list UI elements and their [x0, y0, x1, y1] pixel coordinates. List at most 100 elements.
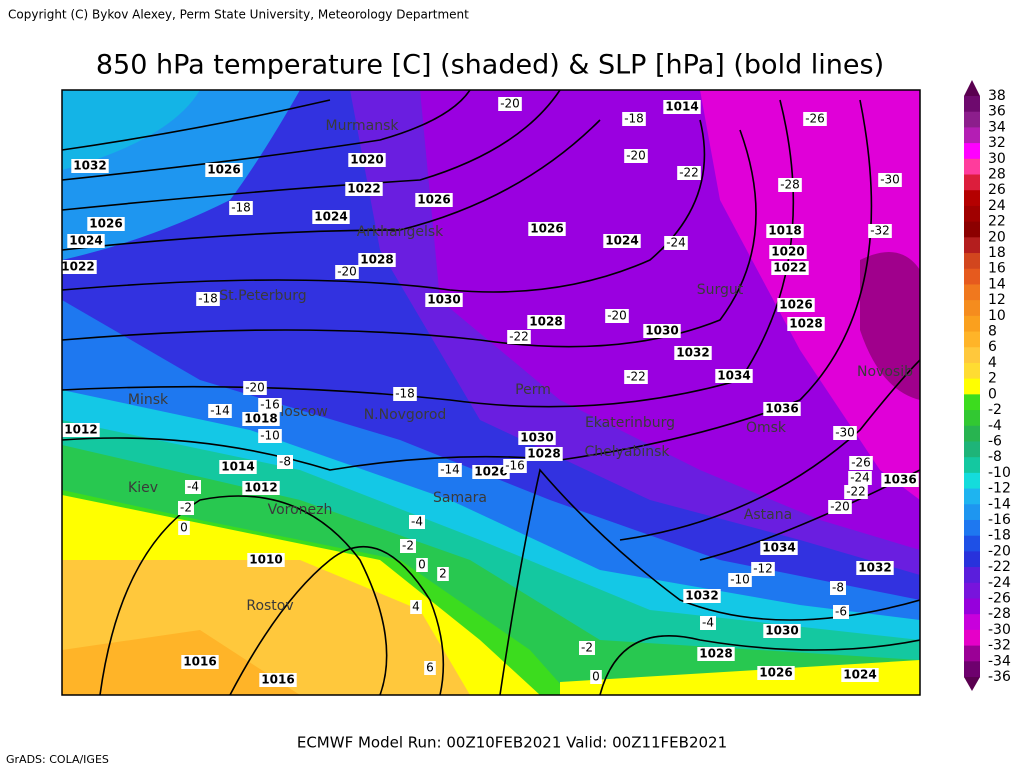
colorbar-label: -4 [988, 418, 1002, 434]
city-label: Ekaterinburg [585, 415, 675, 431]
temperature-label-box [438, 463, 462, 477]
colorbar-swatch [964, 331, 980, 348]
temperature-label-box [258, 398, 282, 412]
temperature-label-text: -18 [624, 112, 644, 126]
isobar-label-text: 1032 [685, 589, 718, 603]
isobar-line [62, 119, 706, 293]
temperature-label-box [700, 616, 716, 630]
colorbar-label: 8 [988, 324, 997, 340]
temperature-label: -16 [503, 459, 527, 473]
temperature-label-text: -18 [231, 201, 251, 215]
copyright: Copyright (C) Bykov Alexey, Perm State U… [8, 8, 469, 22]
isobar-label-text: 1032 [676, 346, 709, 360]
isobar-label: 1026 [528, 222, 566, 236]
isobar-label-text: 1030 [520, 431, 553, 445]
isobar-label-box [763, 402, 801, 416]
isobar-label-text: 1018 [244, 412, 277, 426]
isobar-label-box [71, 159, 109, 173]
temperature-label-box [393, 387, 417, 401]
colorbar-swatch [964, 253, 980, 270]
isobar-label: 1028 [787, 317, 825, 331]
isobar-label-text: 1026 [530, 222, 563, 236]
colorbar-label: -14 [988, 496, 1011, 512]
colorbar-label: 18 [988, 245, 1006, 261]
isobar-label-box [683, 589, 721, 603]
temperature-label-text: -4 [187, 480, 199, 494]
temperature-label-text: -2 [180, 501, 192, 515]
temperature-label: -18 [229, 201, 253, 215]
temperature-label-box [728, 573, 752, 587]
temperature-label: -12 [751, 562, 775, 576]
temperature-label-box [803, 112, 827, 126]
isobar-label-box [205, 163, 243, 177]
colorbar-label: 4 [988, 355, 997, 371]
temperature-label-text: -14 [440, 463, 460, 477]
isobar-label-text: 1024 [314, 210, 347, 224]
colorbar-label: 28 [988, 167, 1006, 183]
temperature-label-text: -18 [395, 387, 415, 401]
temperature-label: -2 [579, 641, 595, 655]
colorbar-label: 16 [988, 261, 1006, 277]
colorbar-swatch [964, 425, 980, 442]
isobar-label-box [881, 473, 919, 487]
city-label: Perm [515, 382, 551, 398]
temperature-label-text: -14 [210, 404, 230, 418]
temperature-label-text: 4 [412, 600, 420, 614]
isobar-label-text: 1028 [789, 317, 822, 331]
temperature-label: -2 [178, 501, 194, 515]
isobar-label-text: 1024 [69, 234, 102, 248]
temperature-label: -2 [400, 539, 416, 553]
temperature-label: -26 [849, 456, 873, 470]
isobar-label-box [663, 100, 701, 114]
temperature-label: -26 [803, 112, 827, 126]
colorbar-swatch [964, 300, 980, 317]
temperature-label: -4 [185, 480, 201, 494]
isobar-label-box [472, 465, 510, 479]
colorbar-label: -10 [988, 465, 1011, 481]
isobar-label-text: 1022 [773, 261, 806, 275]
temperature-label-box [868, 224, 892, 238]
isobar-label-box [425, 293, 463, 307]
isobar-label-text: 1016 [261, 673, 294, 687]
isobar-label-text: 1012 [64, 423, 97, 437]
temperature-label-box [624, 149, 648, 163]
isobar-label-box [697, 647, 735, 661]
temperature-label: -20 [624, 149, 648, 163]
colorbar-swatch [964, 315, 980, 333]
city-label: Arkhangelsk [357, 224, 444, 240]
temperature-label-text: -32 [870, 224, 890, 238]
temperature-label-box [243, 381, 267, 395]
colorbar-label: 30 [988, 151, 1006, 167]
isobar-label: 1026 [415, 193, 453, 207]
temperature-label-text: -18 [198, 292, 218, 306]
isobar-label-box [242, 412, 280, 426]
isobar-label-box [603, 234, 641, 248]
isobar-label: 1024 [312, 210, 350, 224]
colorbar-swatch [964, 143, 980, 160]
temperature-label-text: 6 [426, 661, 434, 675]
temperature-label-text: -22 [626, 370, 646, 384]
temperature-label: -18 [622, 112, 646, 126]
temperature-label: -8 [830, 581, 846, 595]
isobar-label: 1030 [425, 293, 463, 307]
colorbar-swatch [964, 158, 980, 176]
temperature-label: -22 [677, 166, 701, 180]
temperature-label: 2 [437, 567, 449, 581]
isobar-label-box [760, 541, 798, 555]
isobar-label-box [247, 553, 285, 567]
map-area: Murmansk Arkhangelsk St.Peterburg Minsk Mosc… [62, 90, 920, 695]
temperature-label: -4 [700, 616, 716, 630]
colorbar-label: -36 [988, 669, 1011, 685]
colorbar-label: -30 [988, 622, 1011, 638]
temperature-label-box [751, 562, 775, 576]
temperature-label-box [409, 515, 425, 529]
isobar-label-box [715, 369, 753, 383]
temperature-label-box [579, 641, 595, 655]
isobar-label: 1024 [841, 668, 879, 682]
isobar-label-box [518, 431, 556, 445]
map-frame [61, 89, 921, 696]
isobar-label-box [643, 324, 681, 338]
temperature-label: 6 [424, 661, 436, 675]
city-label: Astana [744, 507, 792, 523]
